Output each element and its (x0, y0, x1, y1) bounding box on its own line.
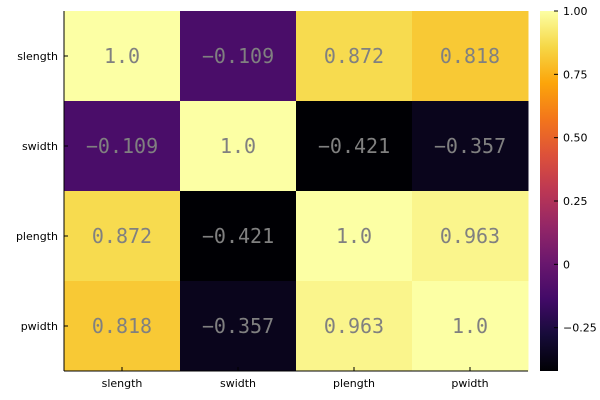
colorbar-tick-label: 0.50 (563, 132, 588, 145)
x-tick-label: slength (102, 377, 143, 390)
x-tick-label: swidth (220, 377, 256, 390)
colorbar-tick-label: 0.75 (563, 68, 588, 81)
cell-value-label: −0.421 (202, 224, 274, 248)
y-tick-label: plength (16, 230, 58, 243)
cell-value-label: 1.0 (104, 44, 140, 68)
heatmap-cell-slength-slength (64, 11, 181, 102)
heatmap-cell-plength-swidth (180, 191, 297, 282)
cell-value-label: 1.0 (220, 134, 256, 158)
heatmap-cell-pwidth-slength (64, 281, 181, 372)
heatmap-cell-swidth-plength (296, 101, 413, 192)
heatmap-cell-pwidth-swidth (180, 281, 297, 372)
cell-value-label: 1.0 (452, 314, 488, 338)
cell-value-label: −0.109 (202, 44, 274, 68)
heatmap-cell-pwidth-plength (296, 281, 413, 372)
colorbar-tick-label: 0 (563, 258, 570, 271)
cell-value-label: 0.818 (440, 44, 500, 68)
heatmap-cell-plength-plength (296, 191, 413, 282)
heatmap-cell-slength-pwidth (412, 11, 529, 102)
colorbar-tick-label: 1.00 (563, 5, 588, 18)
y-axis-ticks: slength swidth plength pwidth (16, 50, 68, 333)
heatmap-cell-slength-plength (296, 11, 413, 102)
cell-value-label: 0.963 (324, 314, 384, 338)
heatmap-cells (64, 11, 529, 372)
cell-value-label: 0.818 (92, 314, 152, 338)
colorbar-tick-label: 0.25 (563, 195, 588, 208)
cell-value-label: 0.963 (440, 224, 500, 248)
heatmap-cell-plength-pwidth (412, 191, 529, 282)
heatmap-cell-swidth-swidth (180, 101, 297, 192)
heatmap-cell-plength-slength (64, 191, 181, 282)
heatmap-cell-swidth-slength (64, 101, 181, 192)
y-tick-label: pwidth (21, 320, 58, 333)
heatmap-cell-swidth-pwidth (412, 101, 529, 192)
x-tick-label: plength (333, 377, 375, 390)
y-tick-label: swidth (22, 140, 58, 153)
x-tick-label: pwidth (451, 377, 488, 390)
heatmap-cell-labels: 1.0 −0.109 0.872 0.818 −0.109 1.0 −0.421 −0.357… (86, 44, 506, 338)
cell-value-label: 0.872 (92, 224, 152, 248)
heatmap-cell-slength-swidth (180, 11, 297, 102)
colorbar: −0.25 0 0.25 0.50 0.75 1.00 (540, 5, 597, 371)
cell-value-label: −0.109 (86, 134, 158, 158)
y-tick-label: slength (17, 50, 58, 63)
cell-value-label: −0.357 (434, 134, 506, 158)
colorbar-gradient (540, 11, 558, 371)
heatmap-cell-pwidth-pwidth (412, 281, 529, 372)
cell-value-label: 0.872 (324, 44, 384, 68)
x-axis-ticks: slength swidth plength pwidth (102, 367, 489, 390)
cell-value-label: −0.357 (202, 314, 274, 338)
colorbar-tick-label: −0.25 (563, 322, 597, 335)
cell-value-label: 1.0 (336, 224, 372, 248)
cell-value-label: −0.421 (318, 134, 390, 158)
